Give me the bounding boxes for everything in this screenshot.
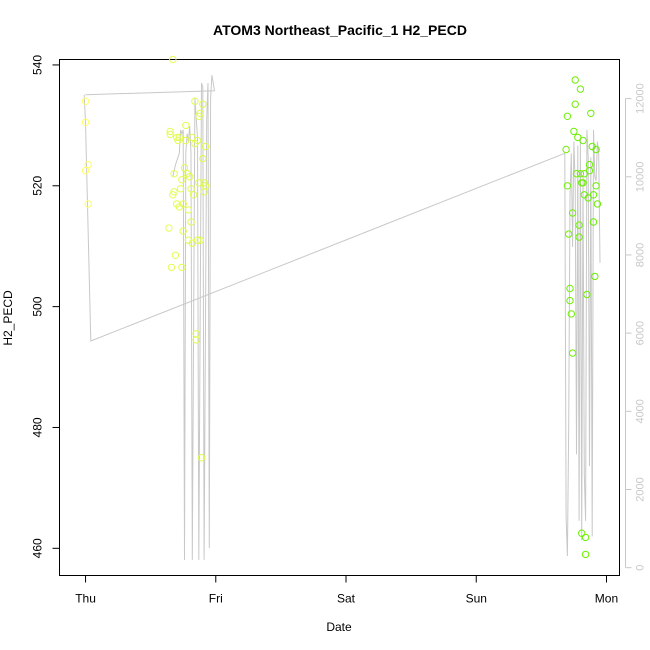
series-line-1 bbox=[85, 75, 216, 560]
data-point bbox=[568, 349, 577, 357]
data-point bbox=[170, 188, 178, 196]
data-point bbox=[583, 290, 591, 299]
data-point bbox=[179, 227, 187, 235]
y-tick-label: 480 bbox=[31, 417, 45, 437]
data-point bbox=[562, 145, 570, 154]
data-point bbox=[84, 160, 92, 169]
data-point bbox=[196, 236, 204, 244]
data-point bbox=[571, 76, 579, 84]
data-point bbox=[180, 164, 189, 172]
data-point bbox=[84, 200, 92, 208]
y-axis-label: H2_PECD bbox=[1, 290, 15, 346]
x-tick-label: Sat bbox=[337, 592, 356, 606]
data-point bbox=[581, 550, 590, 559]
right-y-tick-label: 6000 bbox=[635, 321, 647, 345]
data-point bbox=[563, 182, 572, 190]
data-point bbox=[170, 170, 178, 178]
y-tick-label: 500 bbox=[31, 296, 45, 316]
data-point bbox=[192, 336, 200, 344]
data-point bbox=[575, 221, 583, 229]
data-point bbox=[575, 233, 583, 241]
data-point bbox=[187, 218, 195, 226]
data-point bbox=[193, 136, 202, 145]
data-point bbox=[171, 251, 180, 260]
data-point bbox=[166, 127, 174, 136]
right-y-tick-label: 8000 bbox=[635, 243, 647, 267]
data-point bbox=[169, 55, 177, 64]
data-point bbox=[184, 206, 193, 214]
data-point bbox=[187, 185, 195, 193]
data-point bbox=[572, 170, 581, 178]
data-point bbox=[585, 160, 594, 169]
data-point bbox=[166, 130, 174, 139]
right-y-tick-label: 4000 bbox=[635, 399, 647, 423]
data-point bbox=[193, 236, 202, 244]
data-point bbox=[584, 194, 592, 202]
data-point bbox=[576, 85, 585, 93]
data-point bbox=[570, 127, 578, 136]
data-point bbox=[566, 296, 574, 305]
data-point bbox=[167, 263, 176, 272]
x-tick-label: Thu bbox=[75, 592, 96, 606]
data-point bbox=[195, 179, 203, 187]
data-point bbox=[186, 173, 194, 181]
data-point bbox=[589, 191, 598, 199]
right-y-tick-label: 2000 bbox=[635, 477, 647, 501]
data-point bbox=[593, 200, 602, 208]
data-point bbox=[199, 100, 207, 108]
y-tick-label: 540 bbox=[31, 55, 45, 75]
data-point bbox=[592, 182, 600, 190]
data-point bbox=[591, 272, 599, 281]
data-point bbox=[189, 191, 198, 199]
data-point bbox=[197, 454, 206, 462]
data-point bbox=[576, 170, 585, 178]
data-point bbox=[81, 118, 90, 127]
axes-layer: 460 480 500 520 540 Thu Fri Sat Sun Mon 0 2000 4000 6… bbox=[31, 55, 647, 606]
x-tick-label: Sun bbox=[466, 592, 487, 606]
data-point bbox=[201, 142, 210, 151]
x-tick-label: Fri bbox=[209, 592, 223, 606]
data-point bbox=[201, 182, 210, 190]
data-point bbox=[568, 209, 577, 217]
right-y-tick-label: 0 bbox=[635, 565, 647, 571]
point-layer bbox=[81, 55, 602, 559]
data-point bbox=[565, 230, 573, 238]
data-point bbox=[579, 179, 587, 187]
data-point bbox=[566, 284, 574, 293]
data-point bbox=[178, 263, 186, 272]
data-point bbox=[563, 112, 572, 121]
data-point bbox=[81, 167, 90, 175]
data-point bbox=[571, 100, 579, 108]
x-axis-label: Date bbox=[326, 620, 352, 634]
data-point bbox=[182, 136, 190, 145]
data-point bbox=[176, 185, 185, 193]
chart-title: ATOM3 Northeast_Pacific_1 H2_PECD bbox=[213, 22, 467, 38]
data-point bbox=[81, 97, 90, 105]
data-point bbox=[165, 224, 173, 232]
right-y-tick-label: 12000 bbox=[635, 83, 647, 114]
data-point bbox=[191, 97, 199, 105]
data-point bbox=[589, 218, 598, 226]
data-point bbox=[581, 533, 590, 542]
data-point bbox=[179, 200, 187, 208]
data-point bbox=[579, 136, 587, 145]
data-point bbox=[199, 154, 207, 163]
data-point bbox=[175, 133, 184, 142]
data-point bbox=[567, 310, 575, 318]
data-point bbox=[592, 145, 600, 154]
right-y-tick-label: 10000 bbox=[635, 161, 647, 192]
y-tick-label: 460 bbox=[31, 538, 45, 558]
line-layer bbox=[83, 75, 601, 560]
series-line-0 bbox=[83, 94, 601, 557]
data-point bbox=[578, 529, 586, 537]
x-tick-label: Mon bbox=[595, 592, 618, 606]
data-point bbox=[182, 121, 190, 130]
plot-box bbox=[59, 59, 620, 576]
data-point bbox=[196, 109, 204, 118]
y-tick-label: 520 bbox=[31, 175, 45, 195]
data-point bbox=[587, 109, 595, 118]
data-point bbox=[178, 176, 186, 184]
